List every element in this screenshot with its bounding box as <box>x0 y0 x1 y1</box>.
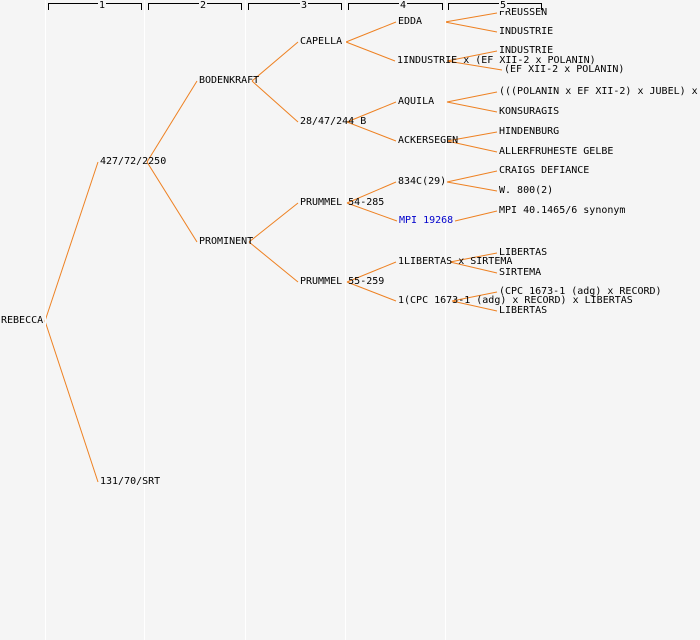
generation-bracket <box>348 3 443 10</box>
tree-node-ef_polanin: (EF XII-2 x POLANIN) <box>504 64 625 75</box>
tree-node-w800: W. 800(2) <box>499 185 554 196</box>
pedigree-edge <box>446 101 498 113</box>
tree-node-edda: EDDA <box>398 16 423 27</box>
pedigree-edge <box>454 210 498 222</box>
tree-node-allerfruheste: ALLERFRUHESTE GELBE <box>499 146 614 157</box>
column-separator <box>45 0 46 640</box>
tree-node-cpc_record_libertas: 1(CPC 1673-1 (adg) x RECORD) x LIBERTAS <box>398 295 633 306</box>
generation-label: 2 <box>199 0 208 11</box>
tree-node-n131: 131/70/SRT <box>100 476 161 487</box>
tree-node-sirtema: SIRTEMA <box>499 267 542 278</box>
tree-node-preussen: PREUSSEN <box>499 7 548 18</box>
pedigree-edge <box>446 181 498 192</box>
tree-node-craigs: CRAIGS DEFIANCE <box>499 165 590 176</box>
tree-node-libertas2: LIBERTAS <box>499 305 548 316</box>
column-separator <box>345 0 346 640</box>
tree-node-libertas1: LIBERTAS <box>499 247 548 258</box>
pedigree-edge <box>251 80 299 123</box>
tree-node-hindenburg: HINDENBURG <box>499 126 560 137</box>
tree-node-n427: 427/72/2250 <box>100 156 167 167</box>
tree-node-industrie2: INDUSTRIE <box>499 45 554 56</box>
tree-node-ackersegen: ACKERSEGEN <box>398 135 459 146</box>
tree-node-industrie1: INDUSTRIE <box>499 26 554 37</box>
generation-label: 5 <box>499 0 508 11</box>
column-separator <box>144 0 145 640</box>
generation-bracket <box>48 3 142 10</box>
tree-node-capella: CAPELLA <box>300 36 343 47</box>
tree-node-konsuragis: KONSURAGIS <box>499 106 560 117</box>
column-separator <box>245 0 246 640</box>
pedigree-edge <box>248 202 299 243</box>
generation-label: 4 <box>399 0 408 11</box>
pedigree-edge <box>345 21 397 43</box>
generation-label: 1 <box>98 0 107 11</box>
pedigree-edge <box>248 241 299 283</box>
tree-node-rebecca: REBECCA <box>1 315 44 326</box>
tree-node-polanin_jubel: (((POLANIN x EF XII-2) x JUBEL) x <box>499 86 698 97</box>
pedigree-edge <box>146 161 198 243</box>
pedigree-edge <box>446 91 498 103</box>
tree-node-libertas_sirtema: 1LIBERTAS x SIRTEMA <box>398 256 513 267</box>
tree-node-industrie_cross: 1INDUSTRIE x (EF XII-2 x POLANIN) <box>397 55 596 66</box>
generation-bracket <box>148 3 242 10</box>
pedigree-edge <box>444 12 498 23</box>
tree-node-mpi40: MPI 40.1465/6 synonym <box>499 205 626 216</box>
tree-node-bodenkraft: BODENKRAFT <box>199 75 260 86</box>
pedigree-edge <box>44 161 99 322</box>
pedigree-edge <box>44 320 99 483</box>
tree-node-n2847244b: 28/47/244 B <box>300 116 367 127</box>
tree-node-mpi19268[interactable]: MPI 19268 <box>399 215 454 226</box>
generation-label: 3 <box>300 0 309 11</box>
tree-node-prummel54: PRUMMEL 54-285 <box>300 197 385 208</box>
column-separator <box>445 0 446 640</box>
tree-node-aquila: AQUILA <box>398 96 435 107</box>
tree-node-prominent: PROMINENT <box>199 236 254 247</box>
generation-bracket <box>248 3 342 10</box>
pedigree-edge <box>446 170 498 183</box>
pedigree-edge <box>146 80 198 163</box>
tree-node-n834c29: 834C(29) <box>398 176 447 187</box>
pedigree-edge <box>444 21 498 33</box>
tree-node-cpc_record: (CPC 1673-1 (adg) x RECORD) <box>499 286 662 297</box>
tree-node-prummel55: PRUMMEL 55-259 <box>300 276 385 287</box>
generation-bracket <box>448 3 542 10</box>
pedigree-edge <box>345 41 396 62</box>
